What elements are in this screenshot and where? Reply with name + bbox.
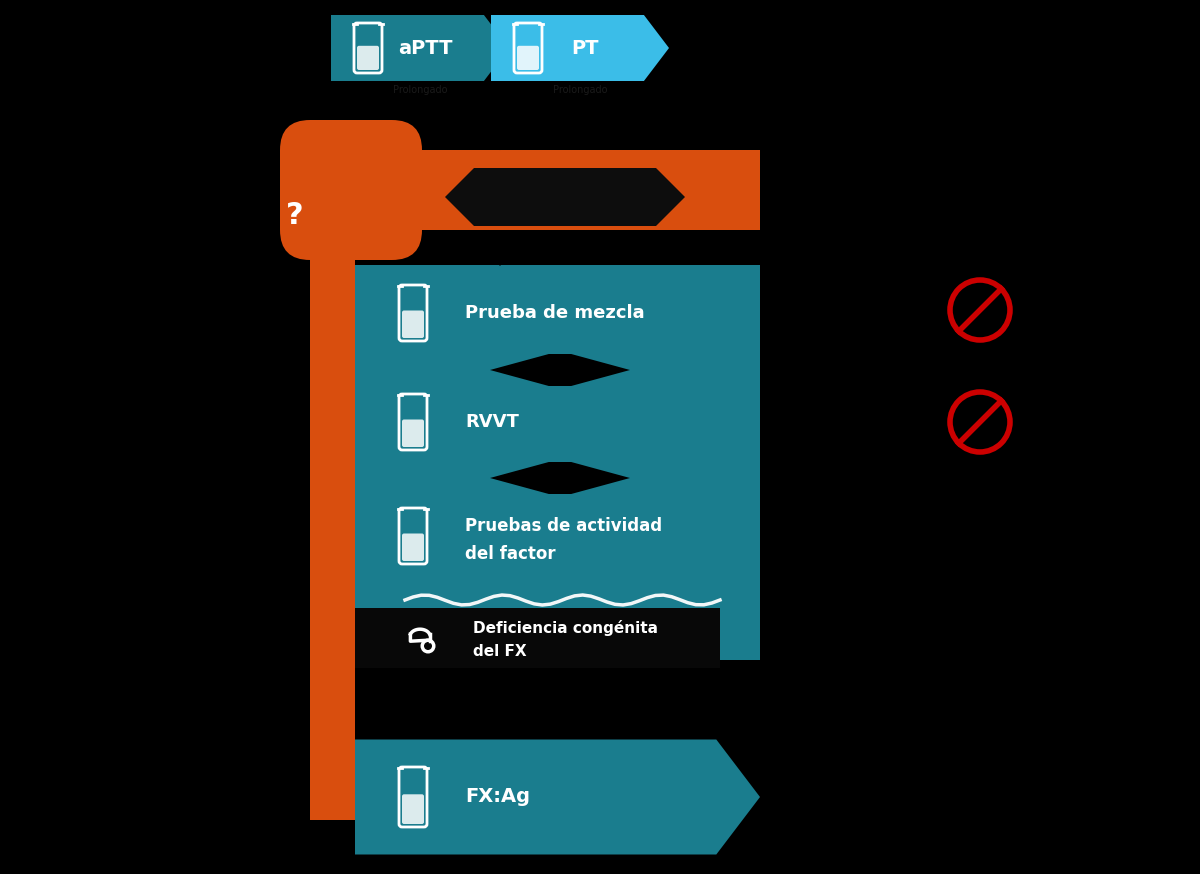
FancyBboxPatch shape bbox=[402, 310, 424, 338]
FancyBboxPatch shape bbox=[517, 45, 539, 70]
FancyBboxPatch shape bbox=[402, 533, 424, 561]
Polygon shape bbox=[490, 354, 630, 386]
Bar bbox=[310, 150, 760, 230]
Polygon shape bbox=[445, 168, 685, 226]
Polygon shape bbox=[355, 386, 760, 458]
FancyBboxPatch shape bbox=[280, 120, 422, 260]
Text: Prolongado: Prolongado bbox=[392, 85, 448, 95]
Text: Pruebas de actividad: Pruebas de actividad bbox=[466, 517, 662, 535]
Polygon shape bbox=[491, 15, 670, 81]
Polygon shape bbox=[355, 492, 760, 580]
Bar bbox=[310, 790, 390, 820]
Text: RVVT: RVVT bbox=[466, 413, 518, 431]
Polygon shape bbox=[486, 234, 514, 266]
Text: ?: ? bbox=[286, 200, 304, 230]
Text: Prolongado: Prolongado bbox=[553, 85, 607, 95]
Text: Deficiencia congénita: Deficiencia congénita bbox=[473, 620, 658, 636]
Text: Prueba de mezcla: Prueba de mezcla bbox=[466, 304, 644, 322]
Polygon shape bbox=[355, 739, 760, 855]
Polygon shape bbox=[331, 15, 509, 81]
FancyBboxPatch shape bbox=[402, 794, 424, 824]
Bar bbox=[310, 150, 355, 820]
Polygon shape bbox=[355, 277, 760, 349]
FancyBboxPatch shape bbox=[358, 45, 379, 70]
Text: FX:Ag: FX:Ag bbox=[466, 787, 530, 807]
FancyBboxPatch shape bbox=[402, 420, 424, 447]
Bar bbox=[355, 608, 720, 668]
Text: del FX: del FX bbox=[473, 644, 527, 660]
Bar bbox=[355, 265, 760, 660]
Polygon shape bbox=[490, 462, 630, 494]
Text: del factor: del factor bbox=[466, 545, 556, 563]
Text: aPTT: aPTT bbox=[397, 38, 452, 58]
Text: PT: PT bbox=[571, 38, 599, 58]
